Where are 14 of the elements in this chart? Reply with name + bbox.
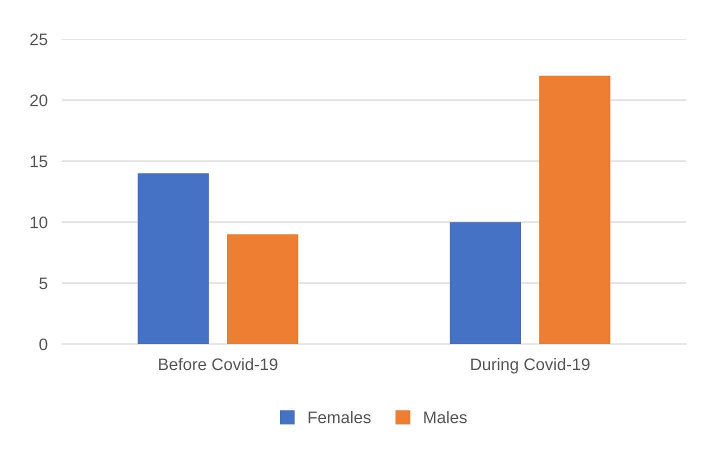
legend-label: Males [424,411,467,424]
y-tick-label: 15 [30,156,48,168]
y-tick-label: 0 [39,338,48,350]
bar [226,234,298,344]
y-tick-label: 5 [39,278,48,290]
bar [138,173,209,344]
x-tick-label: Before Covid-19 [159,358,278,370]
y-tick-label: 25 [30,34,48,46]
x-tick-label: During Covid-19 [471,358,590,374]
y-tick-label: 20 [30,94,48,106]
bar [450,222,522,344]
legend-label: Females [308,411,371,424]
y-tick-label: 10 [30,216,48,228]
bar [539,76,610,344]
